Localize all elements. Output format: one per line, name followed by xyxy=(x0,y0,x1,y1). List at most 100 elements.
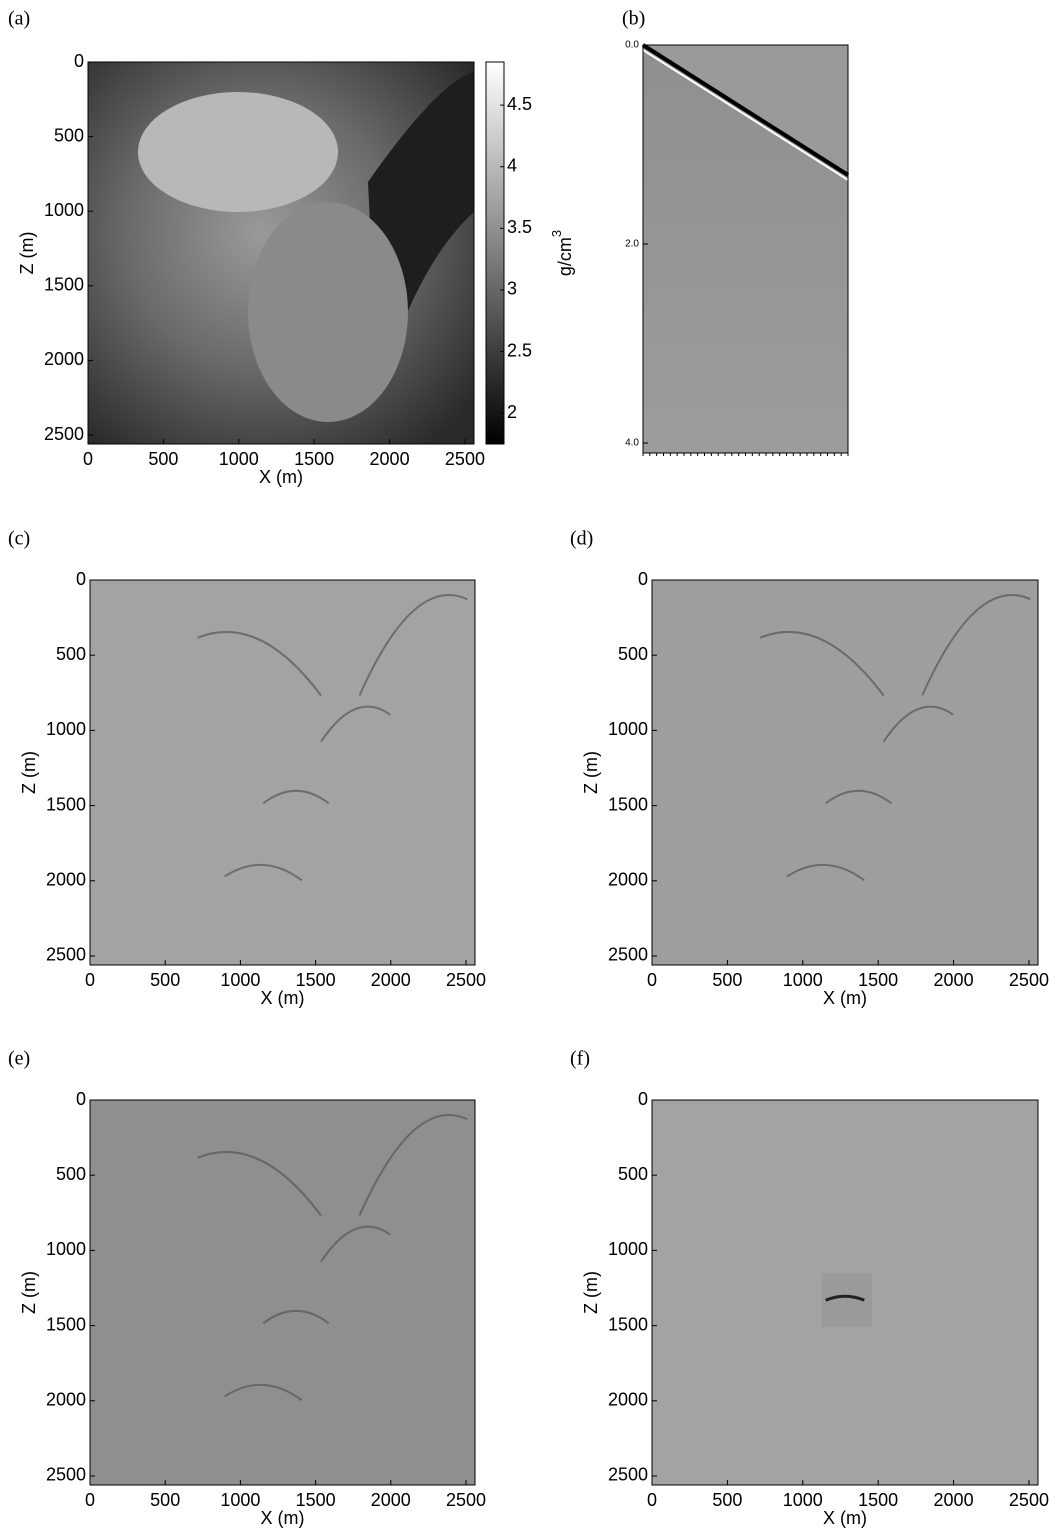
image xyxy=(90,580,475,965)
image-detail xyxy=(786,863,865,882)
panel-label: (f) xyxy=(570,1048,590,1070)
colorbar-label-text: g/cm xyxy=(555,237,575,276)
image-detail xyxy=(138,92,338,212)
y-tick-label: 0 xyxy=(638,569,648,589)
y-tick-label: 0 xyxy=(76,569,86,589)
image-detail xyxy=(224,1383,303,1402)
image xyxy=(652,580,1038,965)
y-axis-label: Z (m) xyxy=(19,1271,39,1314)
x-tick-label: 500 xyxy=(150,970,180,990)
y-tick-label: 1000 xyxy=(46,719,86,739)
y-tick-label: 2500 xyxy=(44,424,84,444)
x-axis-label: X (m) xyxy=(823,1508,867,1528)
axes-frame xyxy=(87,61,475,445)
y-tick-label: 500 xyxy=(54,125,84,145)
x-tick-label: 500 xyxy=(150,1490,180,1510)
x-axis-label: X (m) xyxy=(259,467,303,487)
y-tick-label: 500 xyxy=(618,644,648,664)
panel-label: (c) xyxy=(8,528,30,550)
image-detail xyxy=(358,594,468,696)
x-tick-label: 0 xyxy=(85,970,95,990)
image-detail xyxy=(641,43,850,177)
y-tick-label: 2000 xyxy=(46,1390,86,1410)
colorbar-tick-label: 2.5 xyxy=(507,340,532,360)
x-tick-label: 500 xyxy=(712,1490,742,1510)
y-tick-label: 1500 xyxy=(46,794,86,814)
x-tick-label: 1000 xyxy=(220,970,260,990)
colorbar-label: g/cm3 xyxy=(549,230,574,276)
y-tick-label: 0.0 xyxy=(625,40,639,51)
colorbar-tick-label: 4.5 xyxy=(507,94,532,114)
y-tick-label: 2000 xyxy=(608,1390,648,1410)
x-tick-label: 0 xyxy=(85,1490,95,1510)
x-tick-label: 1500 xyxy=(858,970,898,990)
y-tick-label: 1500 xyxy=(44,275,84,295)
x-tick-label: 2500 xyxy=(1009,970,1049,990)
x-tick-label: 2000 xyxy=(371,970,411,990)
image-detail xyxy=(642,49,849,181)
y-tick-label: 1500 xyxy=(46,1314,86,1334)
colorbar-tick-label: 3.5 xyxy=(507,217,532,237)
x-tick-label: 2000 xyxy=(934,1490,974,1510)
y-axis-label: Z (m) xyxy=(581,751,601,794)
y-tick-label: 4.0 xyxy=(625,438,639,449)
x-axis-label: X (m) xyxy=(261,1508,305,1528)
x-tick-label: 2000 xyxy=(371,1490,411,1510)
x-axis-label: X (m) xyxy=(261,988,305,1008)
panel-label: (b) xyxy=(622,8,645,30)
y-tick-label: 2.0 xyxy=(625,239,639,250)
y-axis-label: Z (m) xyxy=(19,751,39,794)
x-tick-label: 1500 xyxy=(294,449,334,469)
x-tick-label: 1000 xyxy=(219,449,259,469)
x-tick-label: 2000 xyxy=(370,449,410,469)
x-tick-label: 500 xyxy=(712,970,742,990)
image-detail xyxy=(825,789,892,805)
x-tick-label: 1000 xyxy=(783,970,823,990)
x-tick-label: 0 xyxy=(647,1490,657,1510)
y-tick-label: 1500 xyxy=(608,1314,648,1334)
x-tick-label: 2500 xyxy=(1009,1490,1049,1510)
y-tick-label: 2500 xyxy=(46,1465,86,1485)
y-tick-label: 2000 xyxy=(608,870,648,890)
x-tick-label: 0 xyxy=(647,970,657,990)
x-tick-label: 1500 xyxy=(858,1490,898,1510)
colorbar xyxy=(485,61,505,445)
y-axis-label: Z (m) xyxy=(581,1271,601,1314)
x-tick-label: 1500 xyxy=(296,1490,336,1510)
axes-frame xyxy=(651,1099,1039,1486)
y-tick-label: 1000 xyxy=(46,1239,86,1259)
image-detail xyxy=(320,705,391,743)
image-detail xyxy=(197,1150,322,1217)
x-tick-label: 2500 xyxy=(446,1490,486,1510)
image-detail xyxy=(882,705,954,743)
y-tick-label: 2000 xyxy=(46,870,86,890)
x-tick-label: 2500 xyxy=(446,970,486,990)
x-tick-label: 2000 xyxy=(934,970,974,990)
x-tick-label: 1000 xyxy=(783,1490,823,1510)
x-tick-label: 500 xyxy=(148,449,178,469)
y-axis-label: Z (m) xyxy=(17,232,37,275)
image-detail xyxy=(262,789,330,805)
y-tick-label: 2500 xyxy=(46,945,86,965)
y-tick-label: 0 xyxy=(638,1089,648,1109)
image-detail xyxy=(224,863,303,882)
colorbar-tick-label: 4 xyxy=(507,155,517,175)
y-tick-label: 0 xyxy=(74,51,84,71)
x-tick-label: 2500 xyxy=(445,449,485,469)
image-detail xyxy=(358,1114,468,1216)
axes-frame xyxy=(89,1099,476,1486)
y-tick-label: 2500 xyxy=(608,945,648,965)
panel-label: (a) xyxy=(8,8,30,30)
x-axis-label: X (m) xyxy=(823,988,867,1008)
image-detail xyxy=(197,630,322,697)
y-tick-label: 500 xyxy=(56,1164,86,1184)
image-detail xyxy=(262,1309,330,1325)
y-tick-label: 2500 xyxy=(608,1465,648,1485)
y-tick-label: 1500 xyxy=(608,794,648,814)
colorbar-tick-label: 3 xyxy=(507,279,517,299)
image-detail xyxy=(320,1225,391,1263)
panel-label: (d) xyxy=(570,528,593,550)
image xyxy=(90,1100,475,1485)
image-detail xyxy=(921,594,1031,696)
